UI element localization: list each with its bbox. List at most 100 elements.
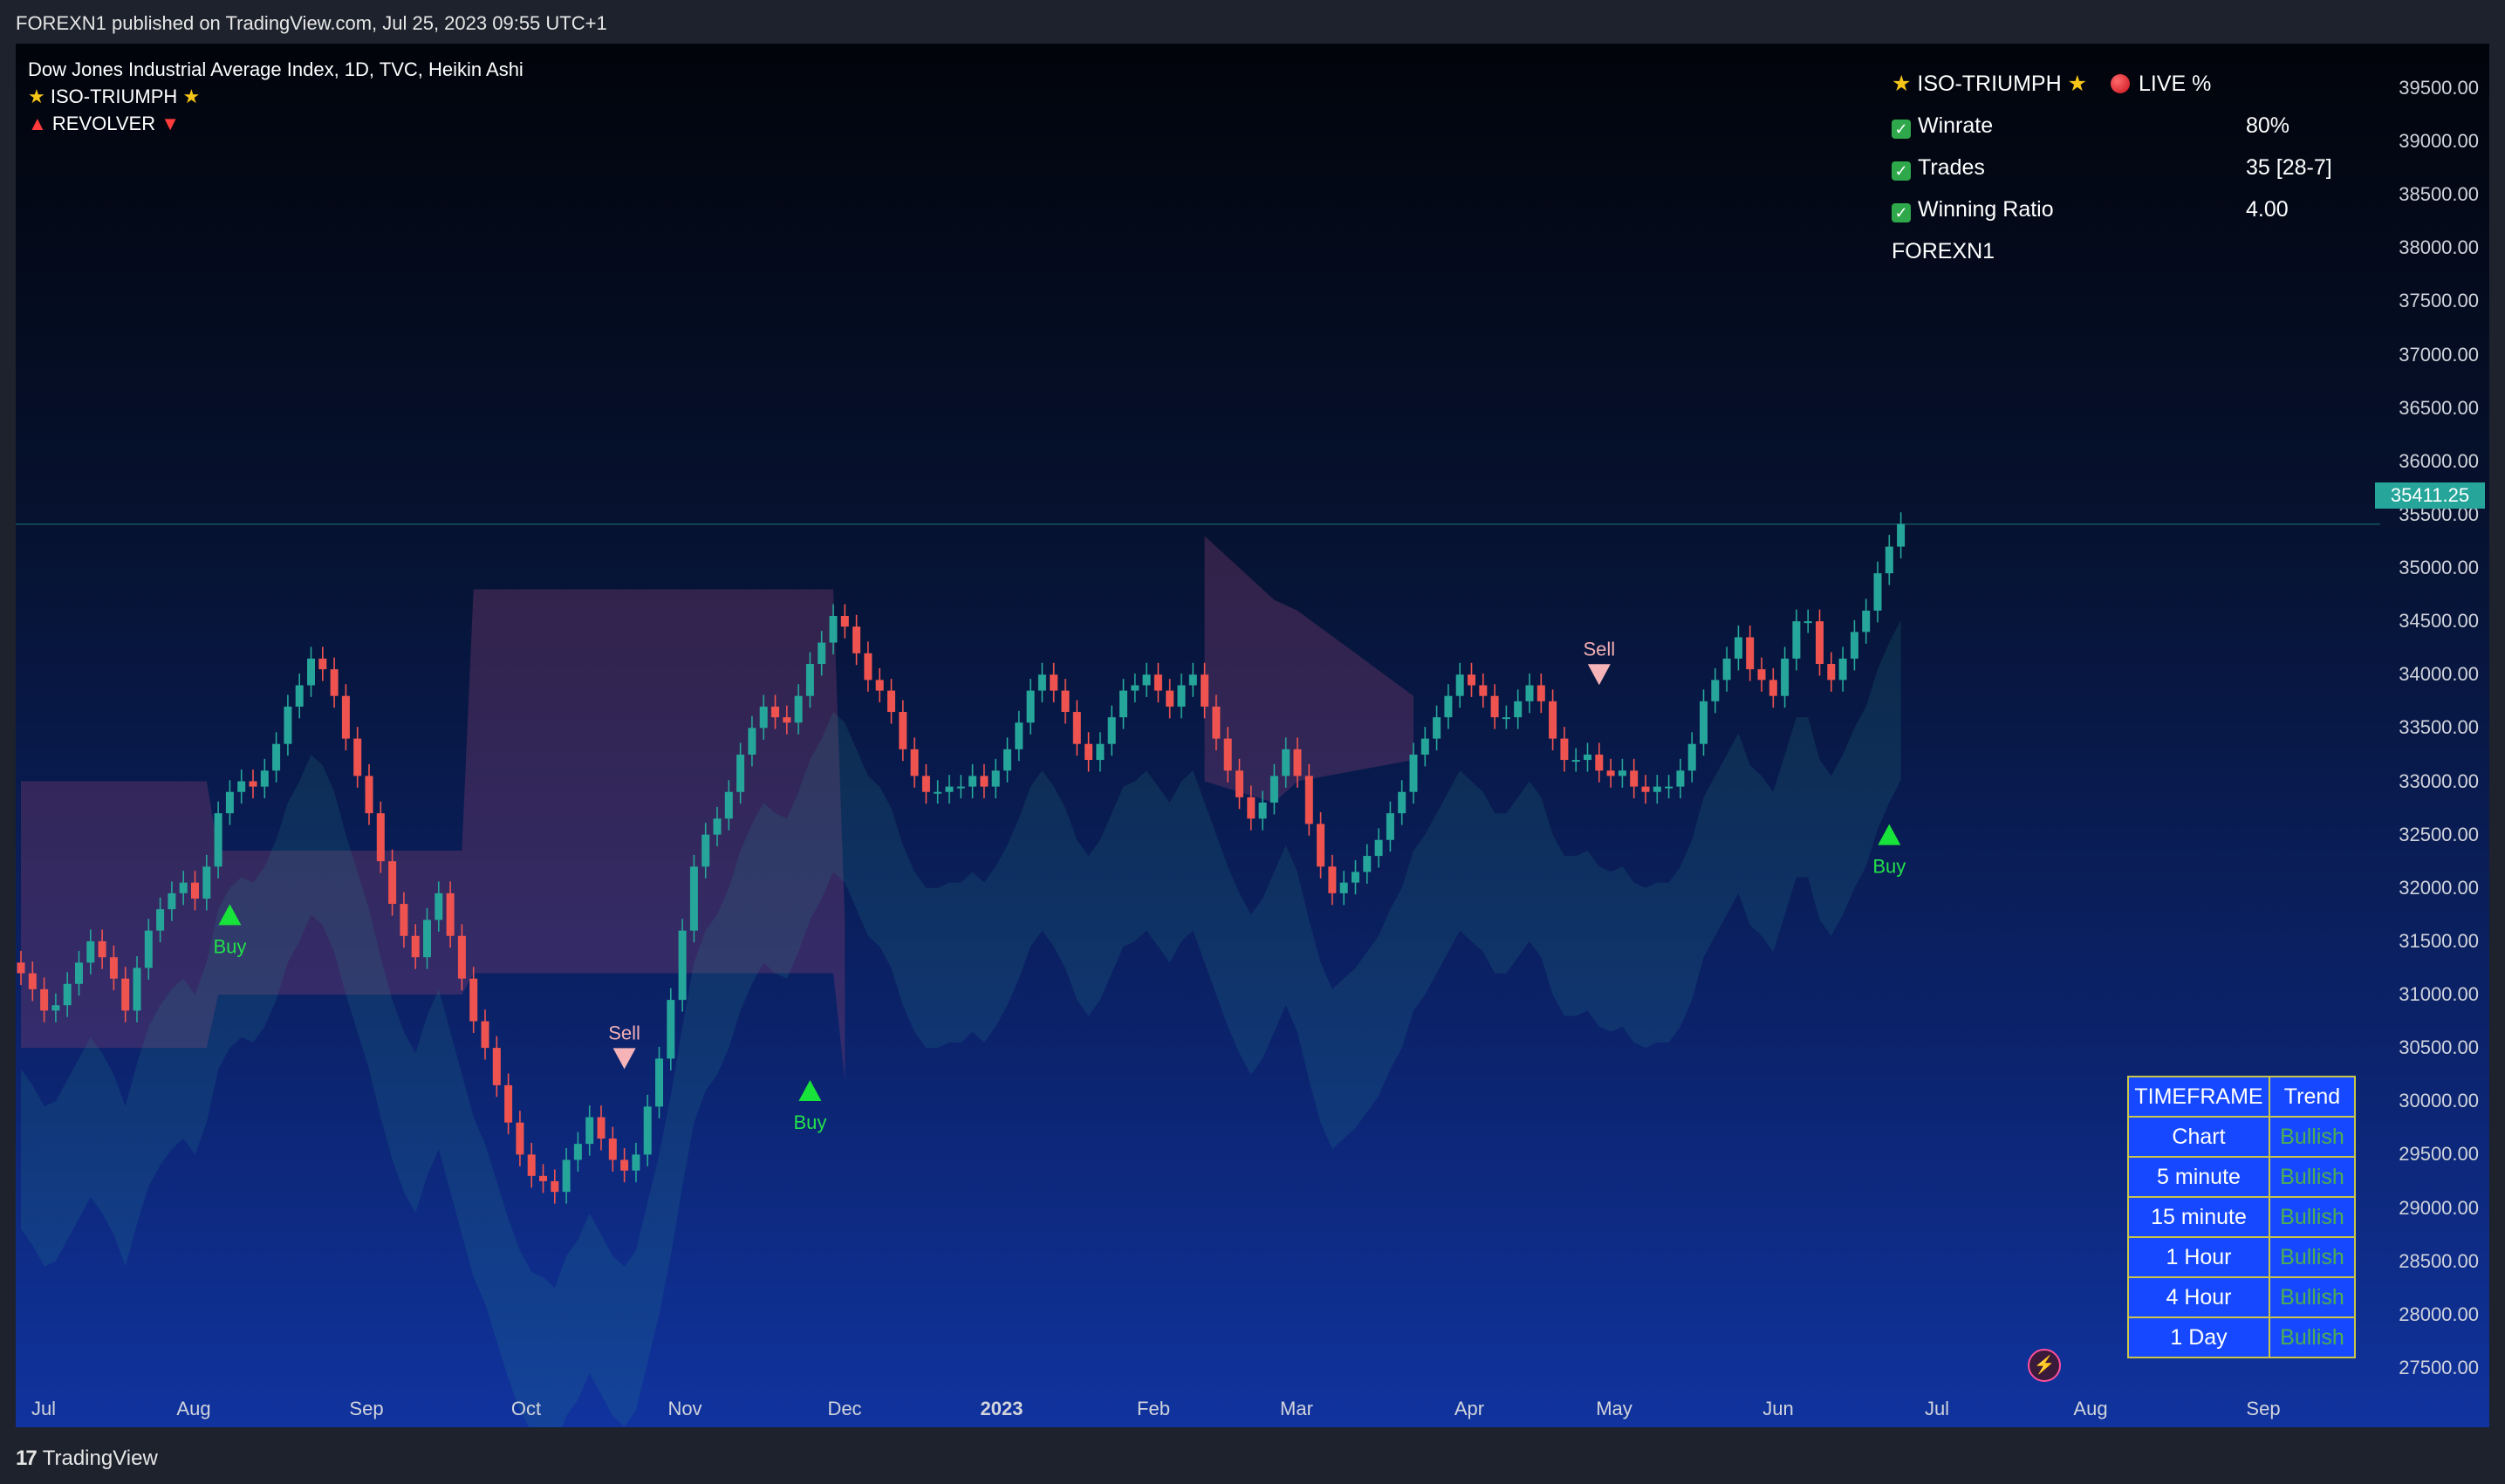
candle-body — [1514, 701, 1523, 718]
candle-body — [1153, 674, 1162, 691]
candle-body — [1885, 546, 1893, 574]
candle-body — [1119, 690, 1127, 718]
table-row: 5 minute Bullish — [2127, 1156, 2356, 1198]
buy-signal-icon — [798, 1080, 822, 1102]
candle-body — [1420, 738, 1429, 755]
cloud-band — [21, 589, 845, 1080]
price-chart[interactable]: Buy Sell Buy Sell Buy — [16, 44, 2489, 1427]
candle-body — [225, 791, 234, 814]
time-axis[interactable]: Jul Aug Sep Oct Nov Dec 2023 Feb Mar Apr May Jun Jul… — [16, 1387, 2372, 1427]
stats-value: 4.00 — [2246, 197, 2289, 222]
price-tick: 32000.00 — [2399, 876, 2479, 899]
buy-signal-label: Buy — [1872, 856, 1906, 878]
candle-body — [1838, 658, 1847, 680]
candle-body — [840, 616, 849, 627]
buy-signal-label: Buy — [793, 1111, 826, 1133]
support-cloud — [21, 619, 1901, 1427]
candle-body — [168, 892, 176, 910]
candle-body — [945, 786, 954, 792]
stats-panel: ★ ISO-TRIUMPH ★ LIVE % ✓ Winrate 80% ✓ Tra… — [1892, 63, 2332, 272]
candle-body — [551, 1180, 559, 1193]
candle-body — [1781, 658, 1790, 696]
lightning-icon[interactable]: ⚡ — [2028, 1349, 2061, 1382]
table-row: Chart Bullish — [2127, 1116, 2356, 1158]
candle-body — [376, 813, 385, 862]
candle-body — [875, 680, 884, 691]
candle-body — [423, 920, 431, 958]
candle-body — [1618, 770, 1626, 776]
candle-body — [516, 1122, 524, 1155]
candle-body — [1131, 685, 1140, 691]
time-tick: Sep — [349, 1398, 384, 1419]
candle-body — [1188, 674, 1197, 686]
footer-bar: 17 TradingView — [0, 1427, 2505, 1484]
candle-body — [1537, 685, 1545, 701]
candle-body — [1107, 717, 1116, 744]
stats-row-trades: ✓ Trades 35 [28-7] — [1892, 147, 2332, 188]
candle-body — [1235, 770, 1243, 797]
timeframe-trend-table: TIMEFRAME Trend Chart Bullish 5 minute Bul… — [2127, 1076, 2356, 1358]
indicator-iso-triumph[interactable]: ★ ISO-TRIUMPH ★ — [28, 83, 524, 110]
live-label: LIVE % — [2138, 72, 2212, 96]
timeframe-cell: 4 Hour — [2127, 1276, 2270, 1318]
candle-body — [934, 791, 942, 794]
chart-area[interactable]: Buy Sell Buy Sell Buy Dow Jones Industrial A… — [16, 44, 2489, 1427]
price-tick: 34500.00 — [2399, 610, 2479, 633]
candle-body — [1803, 621, 1812, 624]
candle-body — [457, 935, 466, 979]
stats-author: FOREXN1 — [1892, 239, 1995, 263]
candle-body — [330, 669, 339, 696]
candle-body — [1433, 717, 1441, 739]
candle-body — [829, 616, 838, 643]
trend-cell: Bullish — [2269, 1156, 2356, 1198]
candle-body — [98, 940, 106, 958]
tradingview-logo[interactable]: 17 TradingView — [16, 1446, 158, 1471]
indicator-revolver[interactable]: ▲ REVOLVER ▼ — [28, 110, 524, 137]
price-tick: 29000.00 — [2399, 1196, 2479, 1219]
candle-body — [655, 1058, 663, 1107]
price-tick: 37500.00 — [2399, 290, 2479, 312]
trend-cell: Bullish — [2269, 1316, 2356, 1358]
candle-body — [1328, 866, 1337, 893]
candle-body — [1015, 722, 1023, 749]
price-tick: 28000.00 — [2399, 1303, 2479, 1325]
candle-body — [40, 988, 49, 1011]
candle-body — [736, 754, 745, 792]
candle-body — [899, 712, 907, 749]
candle-body — [1746, 637, 1755, 670]
stats-title-row: ★ ISO-TRIUMPH ★ LIVE % — [1892, 63, 2211, 105]
candle-body — [1641, 786, 1650, 792]
candle-body — [156, 909, 165, 931]
candle-body — [921, 776, 930, 792]
candle-body — [1827, 664, 1836, 680]
time-tick: Sep — [2246, 1398, 2281, 1419]
candle-body — [887, 690, 895, 713]
candle-body — [852, 626, 861, 653]
price-tick: 36500.00 — [2399, 396, 2479, 419]
time-tick: 2023 — [980, 1398, 1023, 1419]
candle-body — [179, 882, 188, 893]
candle-body — [1502, 717, 1510, 720]
stats-value: 35 [28-7] — [2246, 155, 2332, 180]
price-tick: 39000.00 — [2399, 130, 2479, 152]
star-icon: ★ — [1892, 72, 1912, 96]
candle-body — [1003, 749, 1011, 771]
candle-body — [1722, 658, 1731, 680]
timeframe-cell: 5 minute — [2127, 1156, 2270, 1198]
red-circle-icon — [2110, 74, 2130, 93]
candle-body — [51, 1005, 60, 1011]
candle-body — [63, 983, 72, 1006]
sell-signal-label: Sell — [608, 1022, 640, 1043]
candle-body — [910, 749, 919, 776]
candle-body — [1293, 749, 1302, 776]
table-row: 1 Hour Bullish — [2127, 1236, 2356, 1278]
candle-body — [109, 957, 118, 979]
price-tick: 33500.00 — [2399, 716, 2479, 739]
candle-body — [980, 776, 989, 787]
price-axis[interactable]: 39500.00 39000.00 38500.00 38000.00 37500.00… — [2380, 44, 2489, 1427]
candle-body — [249, 781, 257, 787]
candle-body — [1304, 776, 1313, 824]
candle-body — [968, 776, 977, 787]
time-tick: Mar — [1280, 1398, 1313, 1419]
symbol-line[interactable]: Dow Jones Industrial Average Index, 1D, … — [28, 58, 524, 80]
